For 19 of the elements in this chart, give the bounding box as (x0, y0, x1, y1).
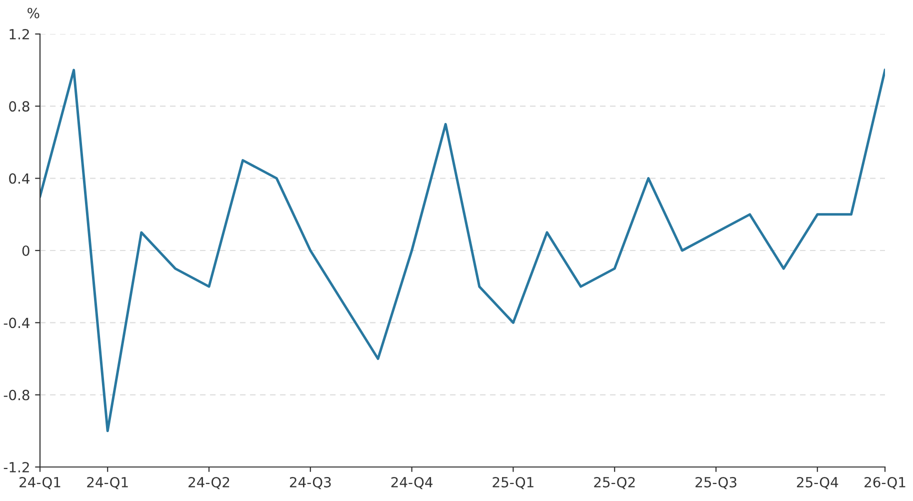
y-tick-label: 1.2 (10, 28, 29, 40)
x-tick-label: 26-Q1 (864, 476, 906, 490)
y-tick-label: 0 (22, 245, 30, 256)
line-series (40, 68, 885, 432)
y-tick-label: -0.8 (4, 390, 30, 400)
x-tick-label: 24-Q1 (20, 476, 60, 490)
y-tick-label: -0.4 (4, 318, 30, 328)
x-tick-label: 24-Q2 (188, 476, 230, 490)
x-tick-label: 24-Q3 (290, 476, 331, 490)
x-tick-label: 25-Q3 (696, 476, 736, 490)
y-axis-title: % (28, 8, 40, 18)
y-tick-label: 0.4 (9, 173, 30, 184)
x-tick-label: 25-Q4 (796, 476, 838, 490)
x-tick-label: 24-Q4 (391, 476, 432, 490)
y-tick-label: 0.8 (9, 101, 30, 112)
y-tick-label: -1.2 (4, 462, 29, 472)
x-tick-label: 25-Q2 (594, 476, 635, 490)
x-tick-label: 25-Q1 (492, 476, 534, 490)
x-tick-label: 24-Q1 (87, 476, 128, 490)
